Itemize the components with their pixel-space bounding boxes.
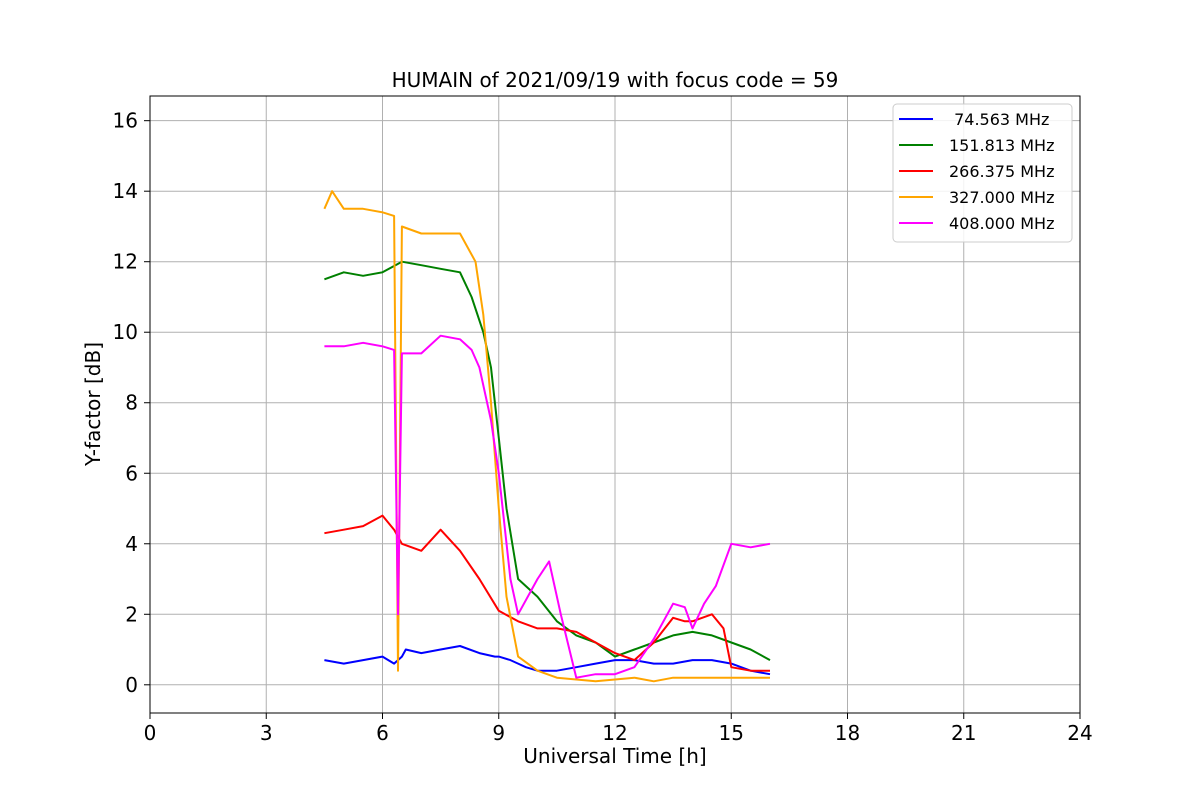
x-tick-label: 9 — [492, 721, 505, 745]
y-tick-label: 10 — [113, 320, 138, 344]
x-tick-label: 24 — [1067, 721, 1092, 745]
y-axis: 0 2 4 6 8 10 12 14 16 — [113, 109, 150, 697]
y-tick-label: 14 — [113, 179, 138, 203]
legend-label: 266.375 MHz — [949, 162, 1054, 181]
x-tick-label: 12 — [602, 721, 627, 745]
series-line-4 — [324, 334, 771, 679]
x-tick-label: 0 — [144, 721, 157, 745]
chart-title: HUMAIN of 2021/09/19 with focus code = 5… — [392, 68, 839, 92]
y-tick-label: 12 — [113, 250, 138, 274]
legend: 74.563 MHz 151.813 MHz 266.375 MHz 327.000 … — [892, 103, 1073, 243]
y-axis-label: Y-factor [dB] — [81, 342, 105, 467]
legend-label: 74.563 MHz — [949, 110, 1049, 129]
y-tick-label: 4 — [125, 532, 138, 556]
y-tick-label: 2 — [125, 602, 138, 626]
series-line-3 — [323, 190, 770, 683]
x-tick-label: 15 — [719, 721, 744, 745]
legend-label: 408.000 MHz — [949, 214, 1054, 233]
series-layer — [323, 190, 771, 683]
y-tick-label: 6 — [125, 461, 138, 485]
y-tick-label: 0 — [125, 673, 138, 697]
y-tick-label: 16 — [113, 109, 138, 133]
legend-box — [892, 103, 1073, 243]
x-axis: 0 3 6 9 12 15 18 21 24 — [144, 713, 1093, 745]
x-axis-label: Universal Time [h] — [523, 744, 706, 768]
legend-label: 327.000 MHz — [949, 188, 1054, 207]
y-tick-label: 8 — [125, 391, 138, 415]
x-tick-label: 21 — [951, 721, 976, 745]
legend-label: 151.813 MHz — [949, 136, 1054, 155]
series-line-1 — [324, 260, 771, 661]
series-line-0 — [324, 645, 771, 676]
x-tick-label: 6 — [376, 721, 389, 745]
x-tick-label: 18 — [835, 721, 860, 745]
x-tick-label: 3 — [260, 721, 273, 745]
